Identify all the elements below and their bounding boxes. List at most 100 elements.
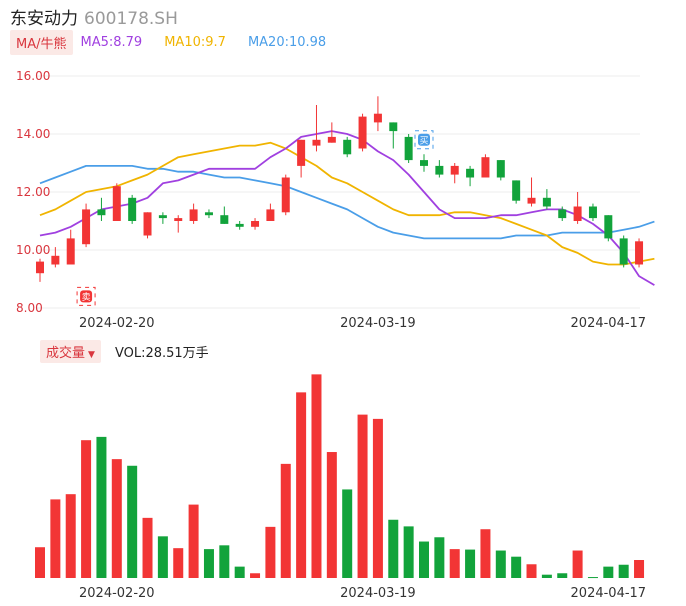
candle-body	[51, 255, 60, 265]
y-tick-label: 10.00	[16, 243, 50, 257]
ma5-line	[39, 130, 655, 286]
candle-body	[281, 177, 290, 213]
volume-bar	[50, 499, 61, 578]
candle-body	[496, 160, 505, 178]
stock-code: 600178.SH	[84, 9, 178, 29]
candle-body	[143, 212, 152, 236]
x-tick-label: 2024-02-20	[79, 316, 155, 331]
candle-body	[481, 157, 490, 178]
candle-body	[635, 241, 644, 265]
volume-bar	[603, 566, 614, 578]
candle-body	[558, 209, 567, 219]
volume-bar	[572, 550, 583, 578]
candle-body	[435, 165, 444, 175]
volume-bar	[296, 392, 307, 578]
candle-body	[527, 197, 536, 204]
candle-body	[36, 261, 44, 274]
candle-body	[573, 206, 582, 221]
candle-body	[327, 136, 336, 143]
volume-bar	[480, 529, 491, 578]
volume-bar	[35, 547, 45, 578]
volume-bar	[449, 549, 460, 578]
candle-body	[343, 139, 352, 155]
candle-body	[389, 122, 398, 132]
volume-bar	[96, 436, 107, 578]
volume-bar	[618, 564, 629, 578]
volume-bar	[357, 414, 368, 578]
volume-bar	[65, 494, 76, 578]
volume-x-tick-label: 2024-02-20	[79, 586, 155, 601]
x-tick-label: 2024-04-17	[571, 316, 647, 331]
candle-body	[420, 160, 428, 166]
volume-bar	[234, 566, 245, 578]
candle-body	[266, 209, 275, 221]
candle-body	[358, 116, 367, 149]
candle-body	[251, 221, 260, 227]
volume-bar	[342, 489, 353, 578]
volume-bar	[434, 537, 445, 578]
volume-bar	[326, 452, 337, 578]
volume-legend: 成交量 ▼ VOL:28.51万手	[40, 339, 209, 363]
volume-bar	[311, 374, 322, 578]
candle-body	[235, 223, 244, 227]
candle-body	[604, 215, 613, 239]
volume-bar	[280, 463, 291, 578]
volume-bar	[419, 541, 429, 578]
volume-bar	[142, 517, 153, 578]
ma5-value: MA5:8.79	[80, 34, 143, 50]
dropdown-triangle-icon: ▼	[88, 349, 95, 360]
ma20-line	[39, 164, 655, 240]
volume-bar	[265, 526, 276, 578]
candle-body	[220, 215, 229, 224]
volume-bar	[372, 418, 383, 578]
candle-body	[373, 113, 382, 123]
candle-body	[174, 218, 183, 221]
volume-bar	[188, 504, 199, 578]
y-tick-label: 16.00	[16, 69, 50, 83]
signal-marker-label: 买	[419, 135, 428, 146]
volume-bar	[557, 573, 568, 578]
volume-bar	[203, 549, 214, 578]
volume-bar	[526, 564, 537, 578]
candle-body	[619, 238, 628, 265]
candle-body	[82, 209, 91, 245]
candle-body	[204, 212, 213, 216]
signal-marker-frame	[414, 130, 434, 150]
candle-body	[542, 197, 551, 207]
candle-body	[128, 197, 137, 221]
volume-bar	[634, 560, 645, 578]
candle-body	[312, 139, 321, 146]
candle-body	[588, 206, 597, 219]
candle-body	[466, 168, 475, 178]
candle-body	[97, 209, 106, 216]
volume-bar	[388, 519, 399, 578]
volume-bar	[81, 440, 92, 578]
candle-body	[297, 139, 306, 166]
candle-body	[404, 136, 413, 161]
ma10-value: MA10:9.7	[164, 34, 226, 50]
volume-bar	[219, 545, 230, 578]
volume-bar	[541, 574, 552, 578]
volume-bar	[403, 526, 414, 578]
ma20-value: MA20:10.98	[247, 34, 327, 50]
candle-body	[512, 180, 521, 201]
volume-bar	[511, 556, 522, 578]
candle-body	[450, 165, 459, 175]
candle-body	[158, 215, 167, 219]
volume-bar	[173, 548, 184, 578]
candle-body	[112, 186, 121, 221]
y-tick-label: 8.00	[16, 301, 43, 315]
volume-bar	[495, 550, 506, 578]
signal-marker	[418, 133, 430, 146]
volume-x-tick-label: 2024-03-19	[340, 586, 416, 601]
signal-marker-label: 卖	[82, 292, 91, 303]
y-tick-label: 12.00	[16, 185, 50, 199]
y-tick-label: 14.00	[16, 127, 50, 141]
ma-indicator-tag[interactable]: MA/牛熊	[10, 29, 73, 55]
candle-body	[66, 238, 75, 265]
ma-legend: MA/牛熊 MA5:8.79 MA10:9.7 MA20:10.98	[10, 29, 327, 55]
volume-bar	[587, 577, 598, 579]
volume-x-tick-label: 2024-04-17	[571, 586, 647, 601]
volume-indicator-tag[interactable]: 成交量 ▼	[40, 339, 101, 363]
